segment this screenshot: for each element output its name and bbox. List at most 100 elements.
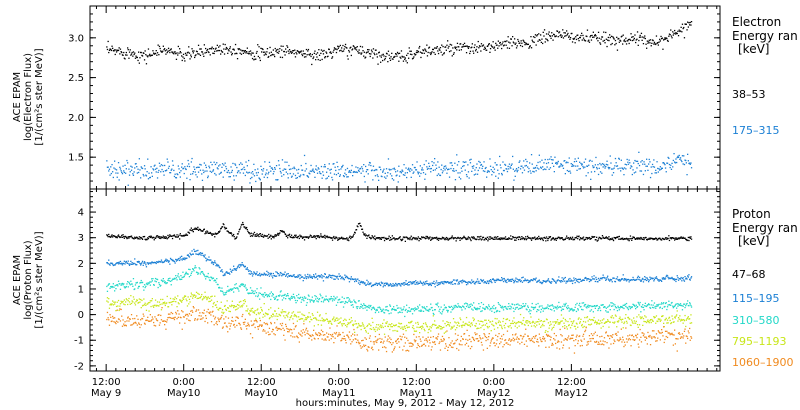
proton-data-point bbox=[163, 303, 165, 305]
proton-data-point bbox=[301, 299, 303, 301]
proton-data-point bbox=[108, 263, 111, 265]
electron-data-point bbox=[475, 48, 477, 51]
proton-data-point bbox=[130, 235, 132, 238]
proton-data-point bbox=[610, 302, 612, 304]
proton-data-point bbox=[221, 309, 224, 311]
electron-data-point bbox=[243, 166, 245, 168]
proton-data-point bbox=[637, 275, 639, 277]
proton-data-point bbox=[167, 306, 170, 308]
electron-data-point bbox=[307, 50, 309, 52]
electron-data-point bbox=[684, 23, 686, 25]
electron-data-point bbox=[592, 165, 594, 167]
electron-data-point bbox=[246, 171, 248, 173]
electron-data-point bbox=[577, 157, 579, 159]
electron-data-point bbox=[414, 166, 416, 169]
proton-data-point bbox=[633, 304, 635, 306]
proton-data-point bbox=[107, 263, 109, 265]
proton-data-point bbox=[183, 275, 185, 278]
electron-data-point bbox=[543, 35, 545, 37]
proton-data-point bbox=[216, 278, 218, 280]
proton-data-point bbox=[439, 283, 441, 285]
electron-data-point bbox=[223, 170, 226, 172]
electron-data-point bbox=[667, 156, 669, 159]
electron-data-point bbox=[422, 169, 424, 171]
proton-data-point bbox=[134, 284, 137, 286]
proton-data-point bbox=[564, 305, 566, 307]
proton-data-point bbox=[467, 304, 469, 306]
proton-data-point bbox=[638, 237, 641, 239]
proton-data-point bbox=[496, 309, 498, 312]
electron-data-point bbox=[625, 168, 627, 170]
proton-data-point bbox=[549, 281, 551, 283]
proton-data-point bbox=[331, 237, 333, 239]
electron-data-point bbox=[495, 42, 497, 44]
proton-data-point bbox=[623, 238, 626, 240]
proton-data-point bbox=[264, 235, 266, 237]
proton-data-point bbox=[456, 306, 458, 308]
proton-data-point bbox=[601, 277, 604, 279]
proton-data-point bbox=[369, 283, 371, 285]
proton-data-point bbox=[114, 235, 116, 238]
proton-data-point bbox=[689, 303, 691, 305]
electron-data-point bbox=[377, 175, 379, 178]
electron-data-point bbox=[450, 50, 452, 52]
proton-data-point bbox=[204, 291, 206, 293]
electron-data-point bbox=[461, 46, 463, 48]
electron-data-point bbox=[110, 49, 112, 52]
electron-data-point bbox=[289, 172, 291, 175]
electron-data-point bbox=[231, 52, 233, 55]
proton-data-point bbox=[388, 235, 390, 237]
electron-data-point bbox=[339, 175, 341, 177]
proton-data-point bbox=[227, 290, 230, 292]
proton-data-point bbox=[216, 265, 218, 267]
proton-data-point bbox=[637, 237, 639, 239]
proton-data-point bbox=[262, 316, 264, 318]
proton-data-point bbox=[400, 238, 402, 241]
electron-data-point bbox=[326, 177, 328, 179]
proton-data-point bbox=[604, 237, 606, 239]
electron-data-point bbox=[365, 171, 367, 173]
electron-data-point bbox=[394, 55, 396, 58]
electron-data-point bbox=[627, 38, 630, 41]
proton-data-point bbox=[497, 302, 499, 304]
proton-data-point bbox=[234, 287, 237, 289]
proton-data-point bbox=[215, 304, 217, 306]
electron-data-point bbox=[656, 161, 658, 163]
proton-data-point bbox=[313, 235, 315, 237]
electron-data-point bbox=[354, 48, 356, 50]
electron-data-point bbox=[146, 171, 148, 173]
electron-data-point bbox=[614, 157, 617, 160]
proton-data-point bbox=[273, 275, 275, 277]
proton-data-point bbox=[314, 277, 316, 279]
electron-data-point bbox=[502, 161, 504, 163]
proton-data-point bbox=[252, 311, 254, 313]
proton-data-point bbox=[506, 278, 509, 281]
electron-data-point bbox=[151, 54, 153, 56]
proton-data-point bbox=[271, 295, 273, 297]
proton-data-point bbox=[110, 303, 112, 305]
proton-data-point bbox=[128, 264, 131, 266]
proton-data-point bbox=[324, 299, 326, 301]
proton-data-point bbox=[502, 237, 505, 239]
electron-data-point bbox=[283, 50, 285, 53]
proton-data-point bbox=[514, 280, 516, 283]
proton-data-point bbox=[210, 233, 213, 235]
electron-data-point bbox=[130, 53, 133, 55]
electron-series-1 bbox=[106, 151, 693, 186]
proton-data-point bbox=[354, 280, 356, 283]
electron-data-point bbox=[156, 52, 159, 54]
proton-data-point bbox=[301, 296, 304, 299]
proton-data-point bbox=[467, 236, 470, 238]
electron-data-point bbox=[308, 53, 310, 56]
proton-data-point bbox=[543, 236, 546, 239]
electron-data-point bbox=[382, 171, 384, 173]
proton-data-point bbox=[262, 274, 265, 276]
proton-data-point bbox=[451, 235, 453, 237]
proton-data-point bbox=[277, 232, 279, 235]
proton-data-point bbox=[547, 237, 550, 240]
proton-data-point bbox=[307, 298, 309, 300]
proton-data-point bbox=[243, 226, 245, 228]
proton-data-point bbox=[386, 305, 388, 308]
electron-data-point bbox=[251, 176, 253, 179]
proton-data-point bbox=[247, 292, 249, 294]
